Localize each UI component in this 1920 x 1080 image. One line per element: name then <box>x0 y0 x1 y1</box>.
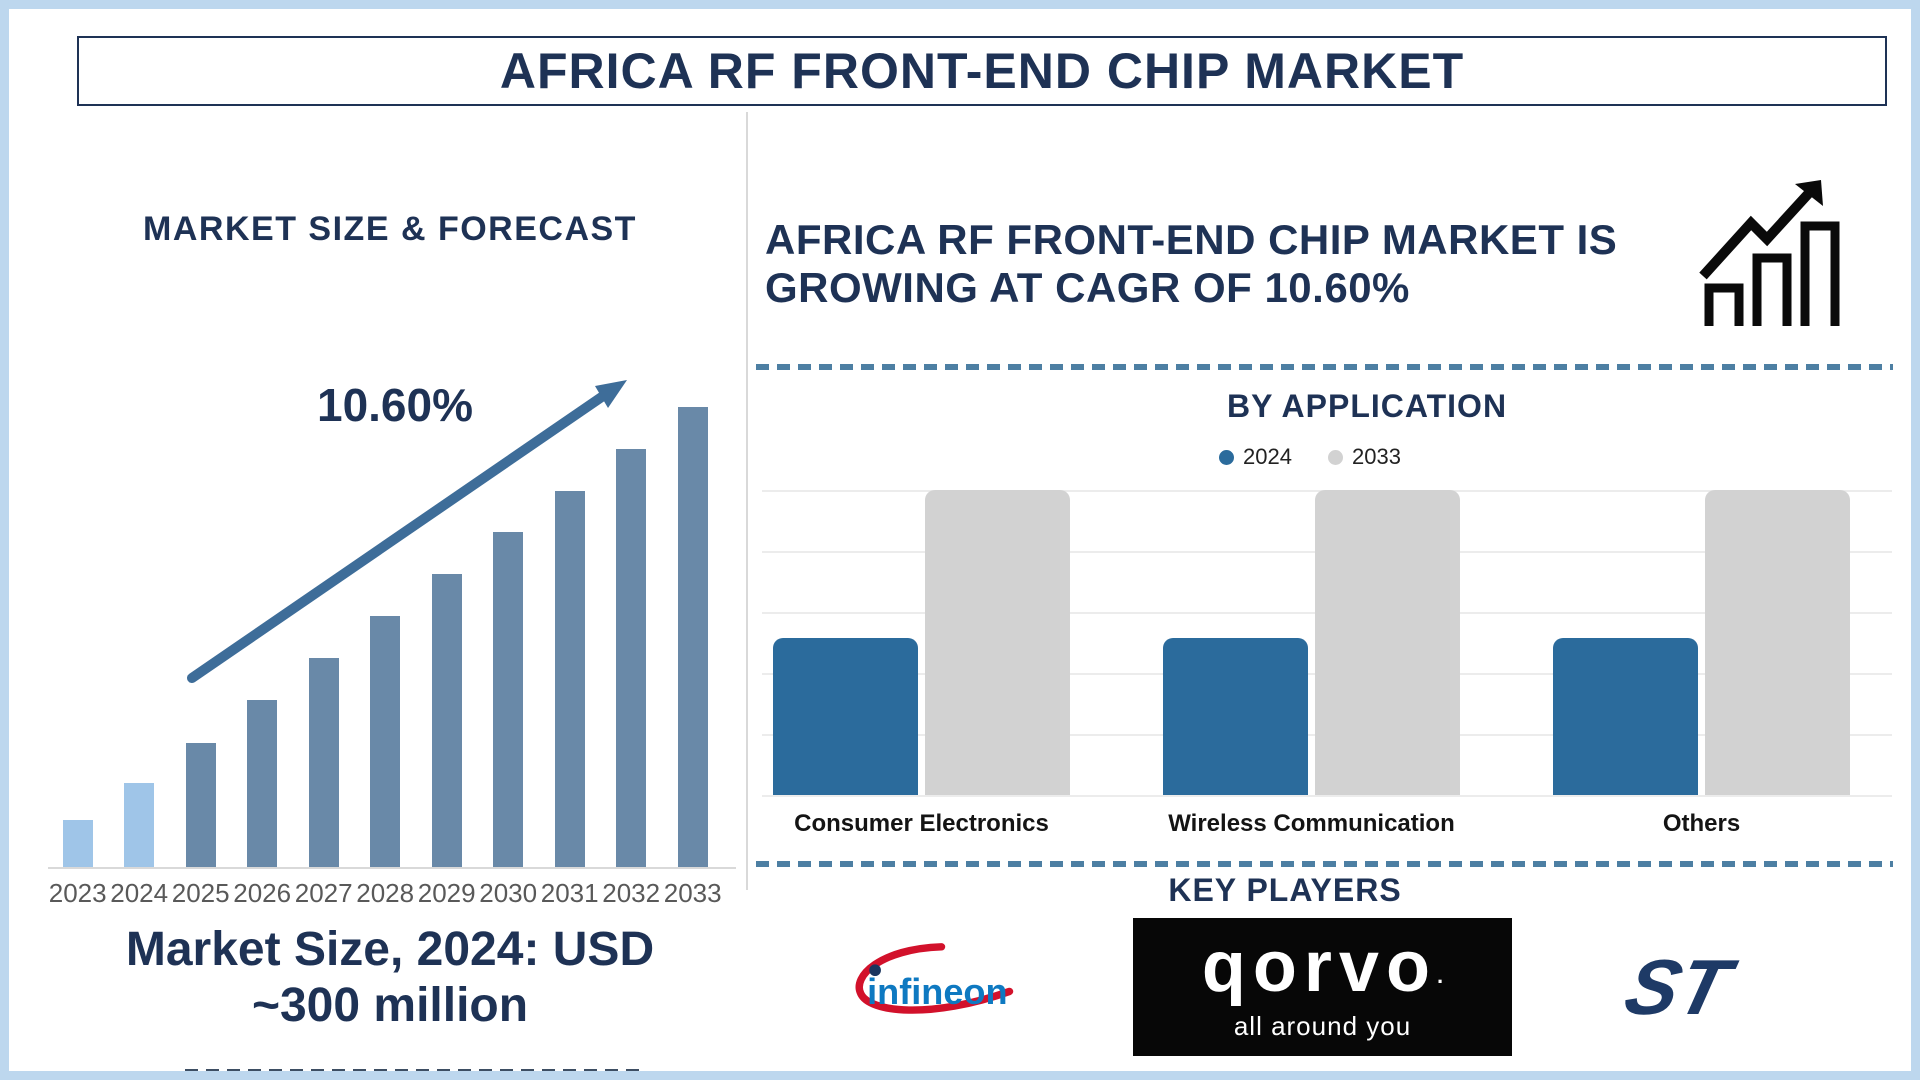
qorvo-tagline: all around you <box>1233 1011 1412 1041</box>
market-size-forecast-heading: MARKET SIZE & FORECAST <box>143 210 637 248</box>
year-label-2025: 2025 <box>171 878 230 908</box>
infineon-wordmark: infineon <box>867 971 1007 1012</box>
legend-item-2024: 2024 <box>1219 444 1292 470</box>
market-size-bar-2028 <box>370 616 401 868</box>
by-application-title: BY APPLICATION <box>1226 388 1508 424</box>
market-size-bar-2032 <box>616 449 647 868</box>
growth-arrow <box>187 380 627 683</box>
title-banner: AFRICA RF FRONT-END CHIP MARKET <box>77 36 1887 106</box>
qorvo-registered-mark: . <box>1436 963 1444 988</box>
right-panel-heading: AFRICA RF FRONT-END CHIP MARKET IS GROWI… <box>765 216 1665 312</box>
market-size-bar-2027 <box>308 658 339 868</box>
market-size-note: Market Size, 2024: USD ~300 million <box>50 922 730 1034</box>
year-label-2028: 2028 <box>356 878 415 908</box>
year-label-2030: 2030 <box>479 878 538 908</box>
year-label-2029: 2029 <box>417 878 476 908</box>
dashed-separator-top <box>756 364 1893 370</box>
market-size-bar-2029 <box>431 574 462 868</box>
app-bar-2033-consumer-electronics <box>925 490 1070 795</box>
year-label-2026: 2026 <box>233 878 292 908</box>
key-players-title: KEY PLAYERS <box>1168 872 1402 908</box>
app-bar-2033-wireless-communication <box>1315 490 1460 795</box>
year-label-2024: 2024 <box>110 878 169 908</box>
year-label-2023: 2023 <box>48 878 107 908</box>
infineon-i-dot <box>869 964 881 977</box>
category-label-others: Others <box>1662 810 1741 837</box>
app-bar-2024-consumer-electronics <box>773 638 918 795</box>
by-application-legend: 2024 2033 <box>1110 444 1510 470</box>
category-label-consumer-electronics: Consumer Electronics <box>794 810 1049 837</box>
left-chart-axis-line <box>48 867 736 869</box>
cagr-value-label: 10.60% <box>316 379 473 431</box>
legend-dot-2024 <box>1219 449 1235 465</box>
gridline <box>762 795 1892 797</box>
market-size-bar-2025 <box>185 743 216 868</box>
market-size-bar-2024 <box>124 783 155 868</box>
category-label-wireless-communication: Wireless Communication <box>1168 810 1455 837</box>
market-size-bar-2023 <box>62 820 93 868</box>
legend-label-2033: 2033 <box>1352 444 1401 469</box>
vertical-divider <box>746 112 748 890</box>
infineon-logo: infineon <box>855 943 1014 1014</box>
right-heading-line2: GROWING AT CAGR OF 10.60% <box>765 264 1410 311</box>
stmicroelectronics-logo: ST <box>1617 943 1744 1031</box>
market-size-bar-2031 <box>554 491 585 868</box>
legend-label-2024: 2024 <box>1243 444 1292 469</box>
year-label-2032: 2032 <box>602 878 661 908</box>
page-title: AFRICA RF FRONT-END CHIP MARKET <box>499 43 1465 99</box>
st-wordmark: ST <box>1617 943 1744 1031</box>
year-label-2027: 2027 <box>294 878 353 908</box>
right-heading-line1: AFRICA RF FRONT-END CHIP MARKET IS <box>765 216 1618 263</box>
growth-chart-icon <box>1699 180 1840 326</box>
app-bar-2024-others <box>1553 638 1698 795</box>
market-size-bar-2033 <box>677 407 708 868</box>
year-label-2033: 2033 <box>663 878 722 908</box>
app-bar-2024-wireless-communication <box>1163 638 1308 795</box>
market-size-bar-2030 <box>493 532 524 868</box>
market-size-bar-2026 <box>247 700 278 868</box>
legend-dot-2033 <box>1328 449 1343 465</box>
market-size-note-line2: ~300 million <box>251 979 529 1032</box>
app-bar-2033-others <box>1705 490 1850 795</box>
legend-item-2033: 2033 <box>1328 444 1401 470</box>
qorvo-logo: qorvo. all around you <box>1133 918 1512 1056</box>
market-size-note-line1: Market Size, 2024: USD <box>125 923 655 976</box>
qorvo-wordmark: qorvo. <box>1201 927 1444 1007</box>
dashed-separator-bottom <box>756 861 1893 867</box>
year-label-2031: 2031 <box>540 878 599 908</box>
bottom-edge-dashed-line <box>185 1069 640 1074</box>
